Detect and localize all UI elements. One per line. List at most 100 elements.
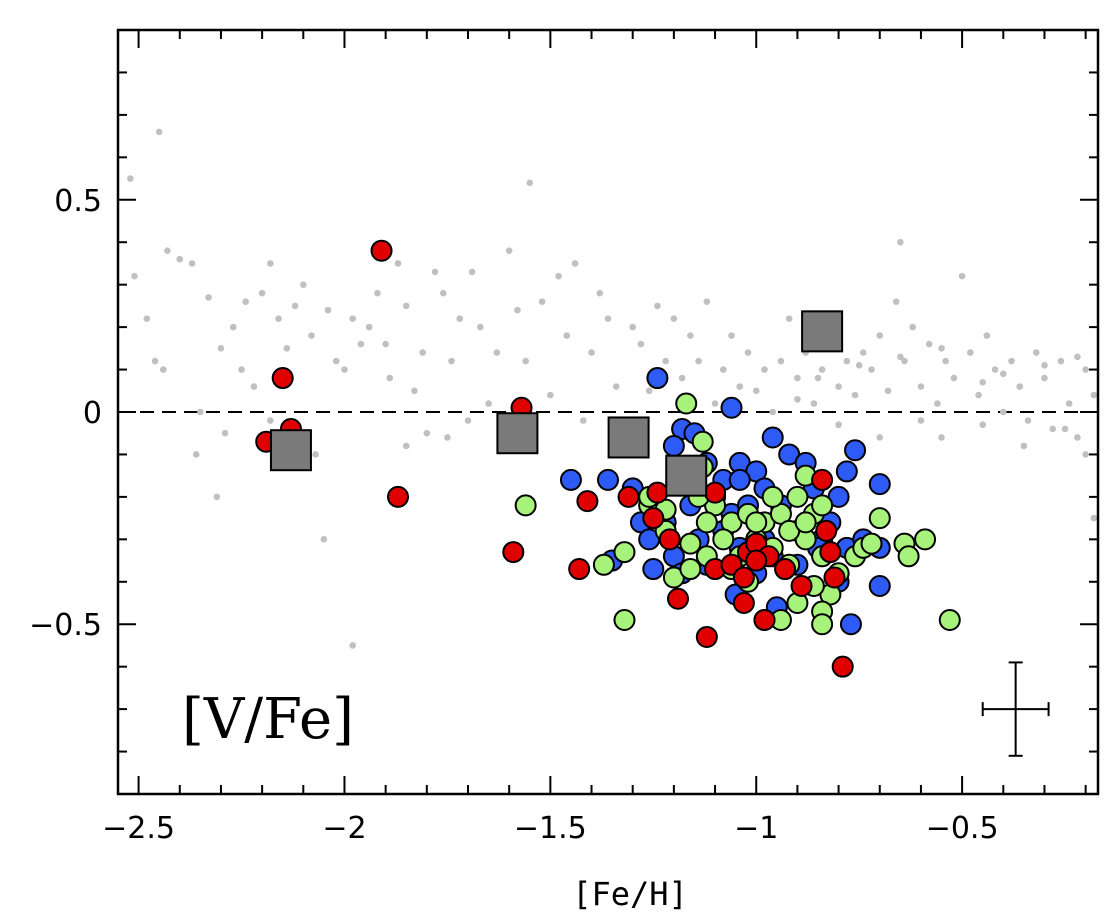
field-star-dot: [431, 268, 439, 276]
field-star-dot: [485, 400, 492, 407]
field-star-dot: [402, 442, 410, 450]
field-star-dot: [365, 323, 373, 331]
star-marker: [370, 239, 393, 262]
star-marker: [658, 528, 681, 551]
field-star-dot: [308, 332, 315, 339]
star-marker: [568, 558, 591, 581]
field-star-dot: [579, 417, 587, 424]
field-star-dot: [1041, 362, 1048, 369]
star-marker: [613, 608, 636, 631]
star-marker: [860, 532, 883, 555]
field-star-dot: [1032, 349, 1040, 356]
field-star-dot: [505, 247, 513, 255]
field-star-dot: [468, 268, 476, 276]
star-marker: [704, 481, 727, 504]
field-star-dot: [275, 315, 282, 322]
field-star-dot: [612, 383, 620, 390]
star-marker: [695, 625, 718, 648]
field-star-dot: [942, 357, 949, 365]
field-star-dot: [629, 323, 637, 331]
field-star-dot: [938, 434, 945, 441]
mean-square-marker: [496, 412, 539, 455]
field-star-dot: [876, 332, 884, 339]
field-star-dot: [719, 366, 727, 373]
mean-square-marker: [269, 429, 312, 472]
field-star-dot: [411, 387, 418, 395]
star-marker: [732, 566, 755, 589]
field-star-dot: [728, 332, 735, 339]
star-marker: [794, 511, 817, 534]
field-star-dot: [324, 306, 332, 314]
field-star-dot: [1082, 366, 1089, 373]
field-star-dot: [703, 298, 711, 305]
field-star-dot: [967, 349, 974, 356]
field-star-dot: [131, 272, 138, 280]
star-marker: [662, 434, 685, 457]
star-marker: [811, 468, 834, 491]
field-star-dot: [320, 536, 328, 543]
axes-layer: −2.5 −2 −1.5 −1 −0.5 −0.5 0 0.5: [29, 28, 1100, 846]
star-marker: [617, 485, 640, 508]
field-star-dot: [999, 408, 1007, 416]
star-marker: [679, 532, 702, 555]
field-star-dot: [238, 366, 245, 373]
field-star-dot: [917, 383, 925, 390]
field-star-dot: [814, 374, 822, 382]
field-star-dot: [678, 374, 686, 382]
field-star-dot: [785, 315, 793, 322]
star-marker: [786, 485, 809, 508]
field-star-dot: [312, 451, 319, 458]
field-star-dot: [164, 247, 171, 255]
field-star-dot: [229, 323, 237, 331]
star-marker: [597, 468, 619, 491]
field-star-dot: [637, 340, 645, 348]
field-star-dot: [843, 357, 851, 365]
field-star-dot: [1016, 383, 1024, 390]
field-star-dot: [752, 387, 760, 395]
star-marker: [761, 485, 784, 508]
field-star-dot: [938, 345, 945, 352]
star-marker: [646, 481, 669, 504]
field-star-dot: [1065, 400, 1073, 407]
star-marker: [502, 541, 525, 564]
field-star-dot: [423, 429, 431, 437]
x-tick-label: −2: [322, 811, 366, 846]
field-star-dot: [654, 302, 661, 310]
field-star-dot: [357, 340, 365, 348]
field-star-dot: [1024, 417, 1032, 424]
field-star-dot: [217, 345, 225, 352]
field-star-dot: [205, 294, 212, 301]
field-star-dot: [213, 493, 221, 501]
field-star-dot: [851, 391, 859, 399]
field-star-dot: [402, 302, 410, 310]
star-marker: [761, 426, 784, 449]
field-star-dot: [143, 315, 151, 322]
x-tick-label: −1: [734, 811, 778, 846]
field-star-dot: [341, 366, 348, 373]
mean-square-marker: [607, 416, 650, 459]
field-star-dot: [859, 349, 867, 356]
star-marker: [387, 485, 409, 508]
star-marker: [815, 519, 838, 542]
field-star-dot: [1074, 434, 1081, 441]
field-star-dot: [897, 238, 904, 246]
star-marker: [712, 528, 735, 551]
field-star-dot: [571, 260, 579, 267]
star-marker: [868, 473, 891, 496]
field-star-dot: [958, 272, 966, 280]
field-star-dot: [444, 434, 451, 441]
x-axis-title: [Fe/H]: [572, 875, 688, 913]
star-marker: [839, 613, 862, 636]
field-star-dot: [299, 281, 307, 288]
field-star-dot: [761, 366, 768, 373]
star-marker: [691, 430, 714, 453]
field-star-dot: [670, 315, 678, 322]
field-star-dot: [493, 349, 501, 356]
field-star-dot: [979, 421, 987, 429]
field-star-dot: [1074, 353, 1081, 361]
field-star-dot: [1049, 425, 1057, 433]
mean-square-marker: [801, 310, 844, 353]
field-star-dot: [477, 323, 484, 331]
field-star-dot: [794, 374, 801, 382]
field-star-dot: [332, 357, 340, 365]
